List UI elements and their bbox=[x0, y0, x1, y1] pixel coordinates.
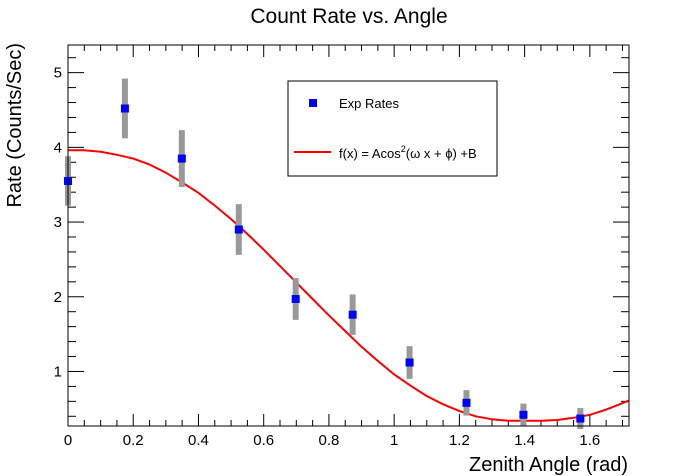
x-tick-label: 0.6 bbox=[253, 432, 274, 449]
x-tick-label: 1.4 bbox=[514, 432, 535, 449]
data-point bbox=[120, 104, 129, 113]
y-tick-label: 1 bbox=[54, 363, 62, 380]
x-tick-label: 1 bbox=[390, 432, 398, 449]
legend-marker-exp-rates bbox=[309, 99, 317, 107]
data-point bbox=[234, 225, 243, 234]
x-axis-title: Zenith Angle (rad) bbox=[469, 454, 628, 476]
legend-box bbox=[287, 80, 498, 177]
plot-frame bbox=[67, 44, 630, 427]
plot-area: 0 0.2 0.4 0.6 0.8 1 1.2 1.4 1.6 1 2 3 4 5 bbox=[54, 45, 630, 449]
data-point bbox=[177, 154, 186, 163]
x-tick-label: 0.2 bbox=[123, 432, 144, 449]
legend-label-exp-rates: Exp Rates bbox=[339, 96, 399, 111]
data-point bbox=[348, 310, 357, 319]
legend-label-fit: f(x) = Acos2(ω x + ϕ) +B bbox=[339, 144, 477, 161]
legend-label-fit-prefix: f(x) = Acos bbox=[339, 146, 401, 161]
y-tick-label: 5 bbox=[54, 65, 62, 82]
x-tick-label: 1.6 bbox=[579, 432, 600, 449]
x-tick-label: 1.2 bbox=[449, 432, 470, 449]
x-tick-label: 0.4 bbox=[188, 432, 209, 449]
data-point bbox=[519, 410, 528, 419]
legend: Exp Rates f(x) = Acos2(ω x + ϕ) +B bbox=[287, 80, 498, 177]
legend-label-fit-sup: 2 bbox=[401, 144, 406, 154]
y-tick-label: 3 bbox=[54, 214, 62, 231]
fit-curve bbox=[68, 149, 630, 422]
data-point bbox=[405, 358, 414, 367]
x-tick-label: 0.8 bbox=[319, 432, 340, 449]
legend-label-fit-suffix: (ω x + ϕ) +B bbox=[406, 146, 477, 161]
data-point bbox=[576, 414, 585, 423]
data-point bbox=[462, 398, 471, 407]
y-axis-title: Rate (Counts/Sec) bbox=[4, 43, 26, 208]
data-point bbox=[291, 295, 300, 303]
x-tick-label: 0 bbox=[64, 432, 72, 449]
chart-title: Count Rate vs. Angle bbox=[250, 5, 447, 28]
y-tick-label: 4 bbox=[54, 139, 62, 156]
y-tick-label: 2 bbox=[54, 289, 62, 306]
